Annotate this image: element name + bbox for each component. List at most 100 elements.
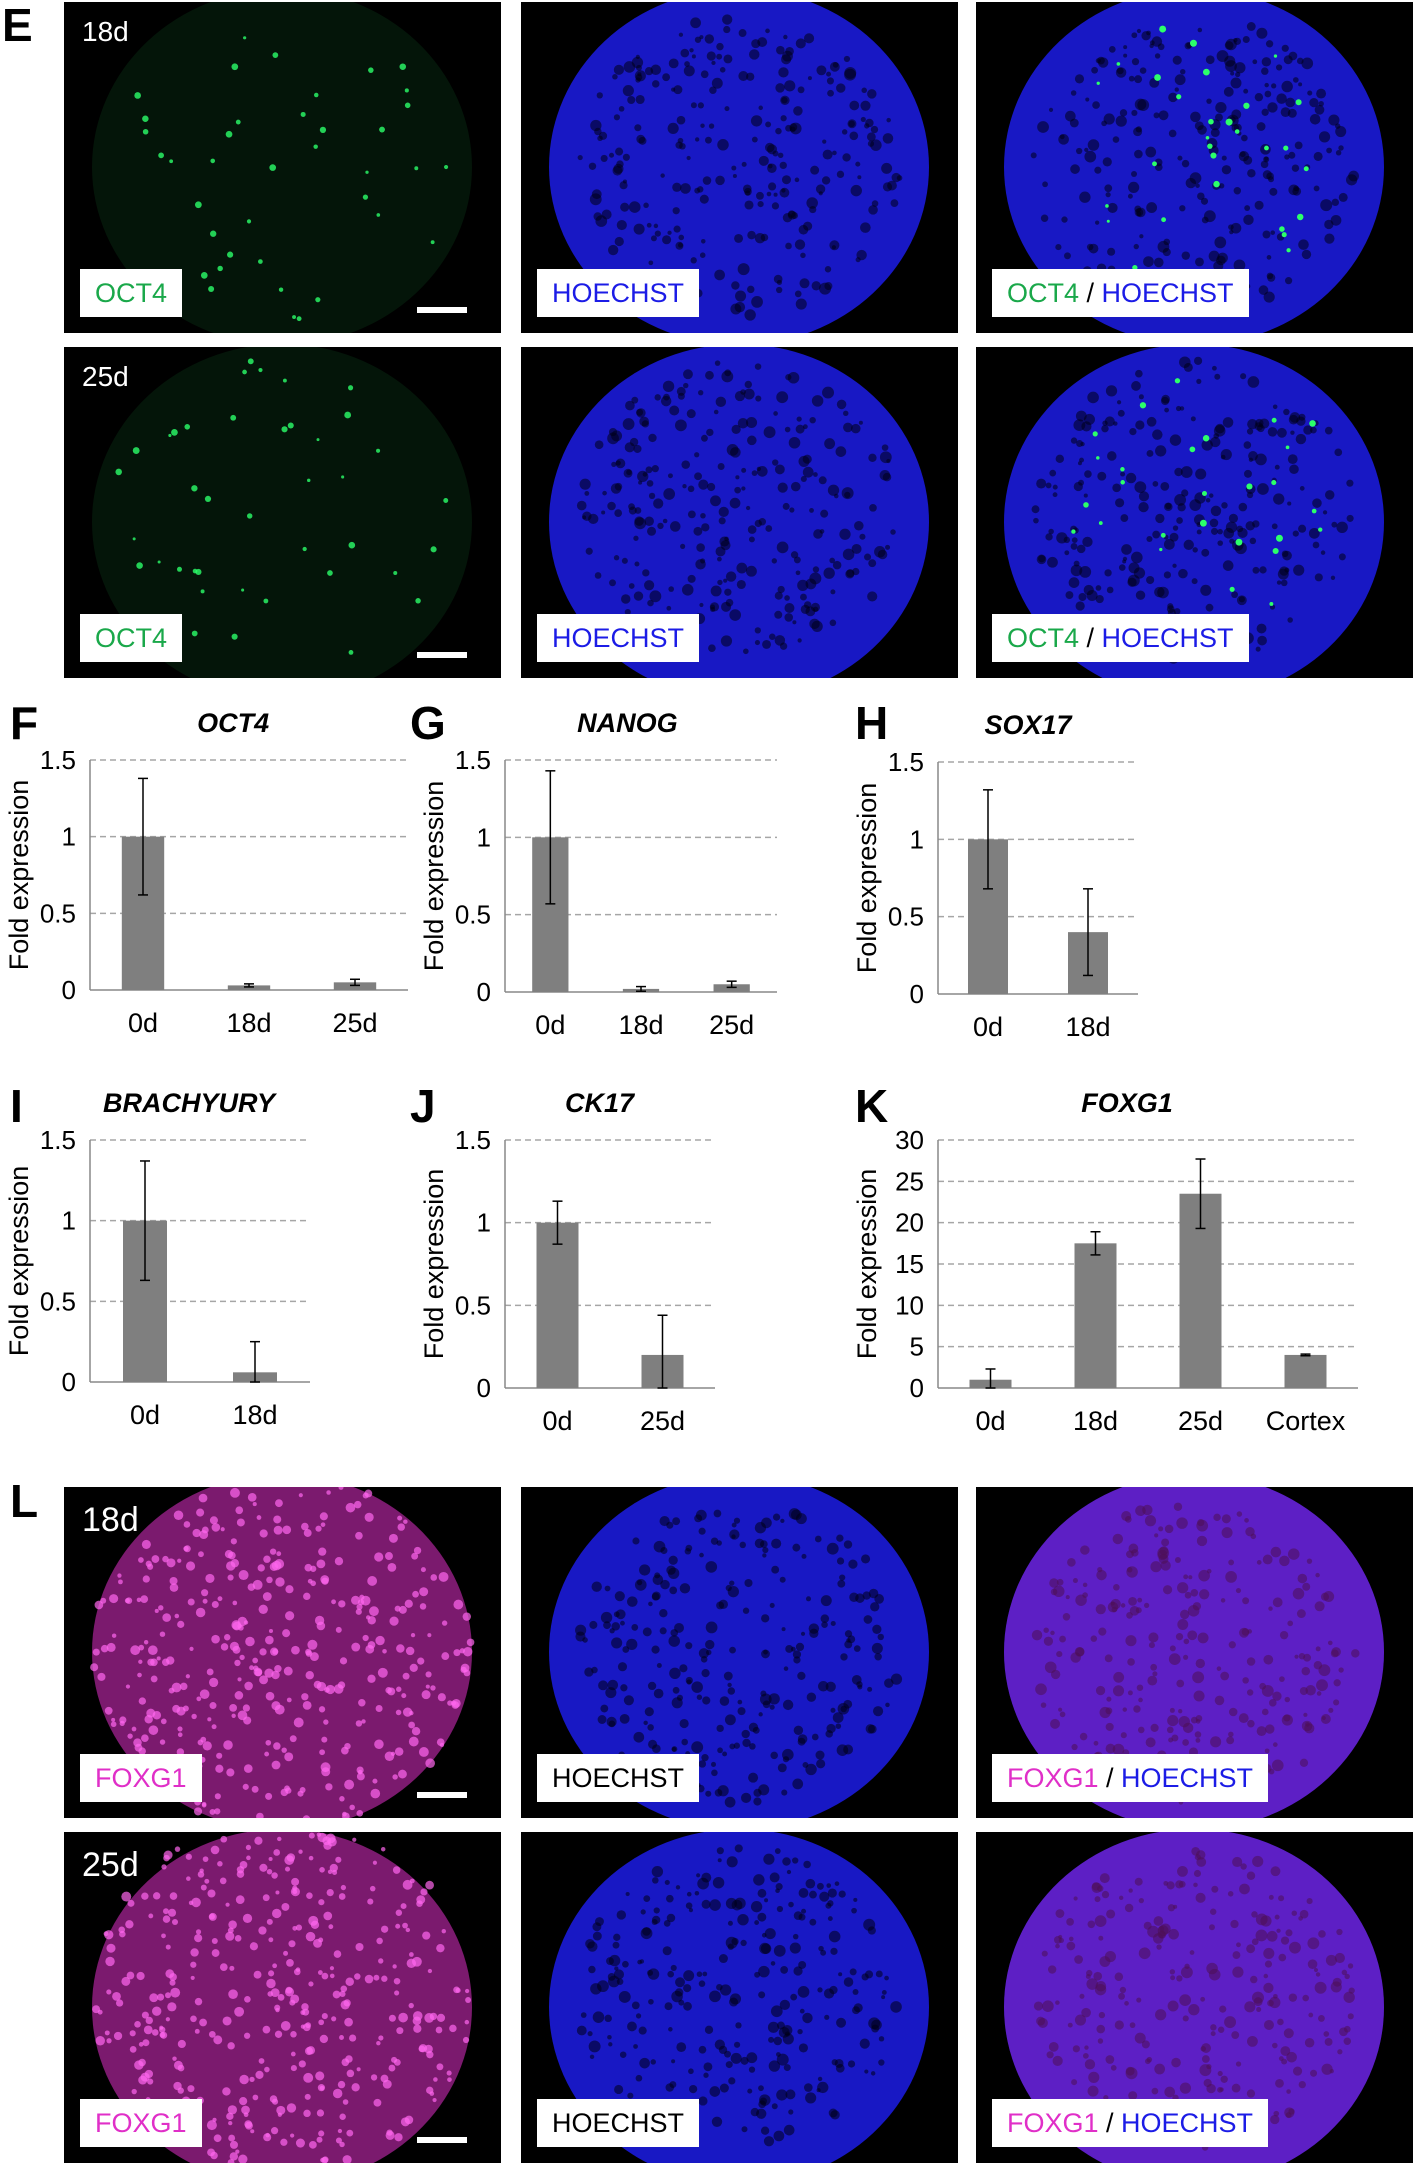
scale-bar [417, 307, 467, 313]
y-axis-label: Fold expression [852, 1169, 882, 1360]
micrograph-l-18d-hoechst: HOECHST [521, 1487, 958, 1818]
panel-letter-f: F [10, 697, 39, 749]
y-axis-label: Fold expression [419, 781, 449, 972]
scale-bar [417, 652, 467, 658]
scale-bar [417, 1792, 467, 1798]
y-tick-label: 0 [910, 979, 924, 1009]
channel-label: FOXG1 [80, 1754, 202, 1802]
channel-label-part: HOECHST [1101, 623, 1234, 653]
channel-label-part: OCT4 [1007, 278, 1080, 308]
chart-title: NANOG [577, 708, 678, 738]
micrograph-e-18d-stain: 18d OCT4 [64, 2, 501, 333]
channel-label-part: OCT4 [95, 278, 168, 308]
micrograph-l-25d-hoechst: HOECHST [521, 1832, 958, 2163]
scale-bar [417, 2137, 467, 2143]
y-tick-label: 0.5 [40, 1286, 76, 1316]
channel-label-part: / [1098, 1763, 1122, 1793]
channel-label: HOECHST [537, 614, 700, 662]
panel-letter-l: L [10, 1475, 39, 1527]
y-tick-label: 0 [477, 1373, 491, 1403]
y-tick-label: 15 [895, 1249, 924, 1279]
x-tick-label: 18d [1065, 1012, 1110, 1042]
y-tick-label: 25 [895, 1166, 924, 1196]
channel-label: HOECHST [537, 269, 700, 317]
y-tick-label: 5 [910, 1332, 924, 1362]
y-tick-label: 0 [62, 1367, 76, 1397]
channel-label-part: FOXG1 [1007, 2108, 1099, 2138]
chart-title: CK17 [565, 1088, 636, 1118]
bar [333, 982, 377, 990]
y-tick-label: 1.5 [40, 1125, 76, 1155]
chart-title: BRACHYURY [103, 1088, 278, 1118]
channel-label: OCT4 [80, 269, 183, 317]
y-tick-label: 1 [62, 822, 76, 852]
y-tick-label: 1.5 [455, 745, 491, 775]
y-axis-label: Fold expression [852, 783, 882, 974]
channel-label-part: / [1079, 278, 1102, 308]
bar [1074, 1243, 1117, 1388]
y-tick-label: 1 [477, 822, 491, 852]
channel-label: OCT4 / HOECHST [992, 614, 1249, 662]
x-tick-label: 18d [1073, 1406, 1118, 1436]
bar [227, 985, 271, 990]
x-tick-label: 25d [709, 1010, 754, 1040]
y-tick-label: 10 [895, 1290, 924, 1320]
panel-letter-j: J [410, 1080, 436, 1132]
x-tick-label: Cortex [1266, 1406, 1346, 1436]
channel-label: HOECHST [537, 2099, 700, 2147]
y-tick-label: 0.5 [888, 902, 924, 932]
day-label: 18d [82, 1501, 139, 1539]
x-tick-label: 0d [542, 1406, 572, 1436]
y-tick-label: 1.5 [40, 745, 76, 775]
micrograph-l-25d-stain: 25d FOXG1 [64, 1832, 501, 2163]
channel-label: OCT4 [80, 614, 183, 662]
channel-label: OCT4 / HOECHST [992, 269, 1249, 317]
chart-title: OCT4 [197, 708, 269, 738]
y-tick-label: 0.5 [455, 900, 491, 930]
panel-letter-e: E [2, 0, 33, 51]
y-tick-label: 1 [910, 824, 924, 854]
y-axis-label: Fold expression [4, 1166, 34, 1357]
y-tick-label: 1.5 [455, 1125, 491, 1155]
channel-label-part: FOXG1 [95, 1763, 187, 1793]
channel-label-part: FOXG1 [1007, 1763, 1099, 1793]
y-tick-label: 1.5 [888, 747, 924, 777]
x-tick-label: 0d [535, 1010, 565, 1040]
y-tick-label: 0.5 [455, 1290, 491, 1320]
panel-letter-i: I [10, 1080, 23, 1132]
channel-label: FOXG1 [80, 2099, 202, 2147]
micrograph-e-25d-hoechst: HOECHST [521, 347, 958, 678]
micrograph-e-18d-hoechst: HOECHST [521, 2, 958, 333]
y-tick-label: 0.5 [40, 898, 76, 928]
day-label: 25d [82, 361, 129, 392]
y-tick-label: 0 [910, 1373, 924, 1403]
channel-label: FOXG1 / HOECHST [992, 1754, 1269, 1802]
x-tick-label: 18d [232, 1400, 277, 1430]
micrograph-l-18d-stain: 18d FOXG1 [64, 1487, 501, 1818]
x-tick-label: 0d [973, 1012, 1003, 1042]
y-tick-label: 20 [895, 1208, 924, 1238]
y-tick-label: 0 [62, 975, 76, 1005]
bar [1284, 1354, 1327, 1388]
panel-letter-g: G [410, 697, 446, 749]
x-tick-label: 0d [130, 1400, 160, 1430]
micrograph-e-25d-stain: 25d OCT4 [64, 347, 501, 678]
day-label: 25d [82, 1846, 139, 1884]
x-tick-label: 18d [618, 1010, 663, 1040]
y-axis-label: Fold expression [4, 780, 34, 971]
chart-title: SOX17 [984, 710, 1073, 740]
channel-label-part: HOECHST [552, 1763, 685, 1793]
day-label: 18d [82, 16, 129, 47]
y-tick-label: 30 [895, 1125, 924, 1155]
x-tick-label: 18d [226, 1008, 271, 1038]
micrograph-e-18d-merge: OCT4 / HOECHST [976, 2, 1413, 333]
channel-label-part: HOECHST [552, 278, 685, 308]
x-tick-label: 25d [640, 1406, 685, 1436]
x-tick-label: 25d [1178, 1406, 1223, 1436]
bar [536, 1222, 579, 1388]
channel-label-part: OCT4 [1007, 623, 1080, 653]
channel-label-part: / [1098, 2108, 1122, 2138]
channel-label-part: HOECHST [1101, 278, 1234, 308]
channel-label-part: HOECHST [552, 623, 685, 653]
y-tick-label: 1 [477, 1208, 491, 1238]
